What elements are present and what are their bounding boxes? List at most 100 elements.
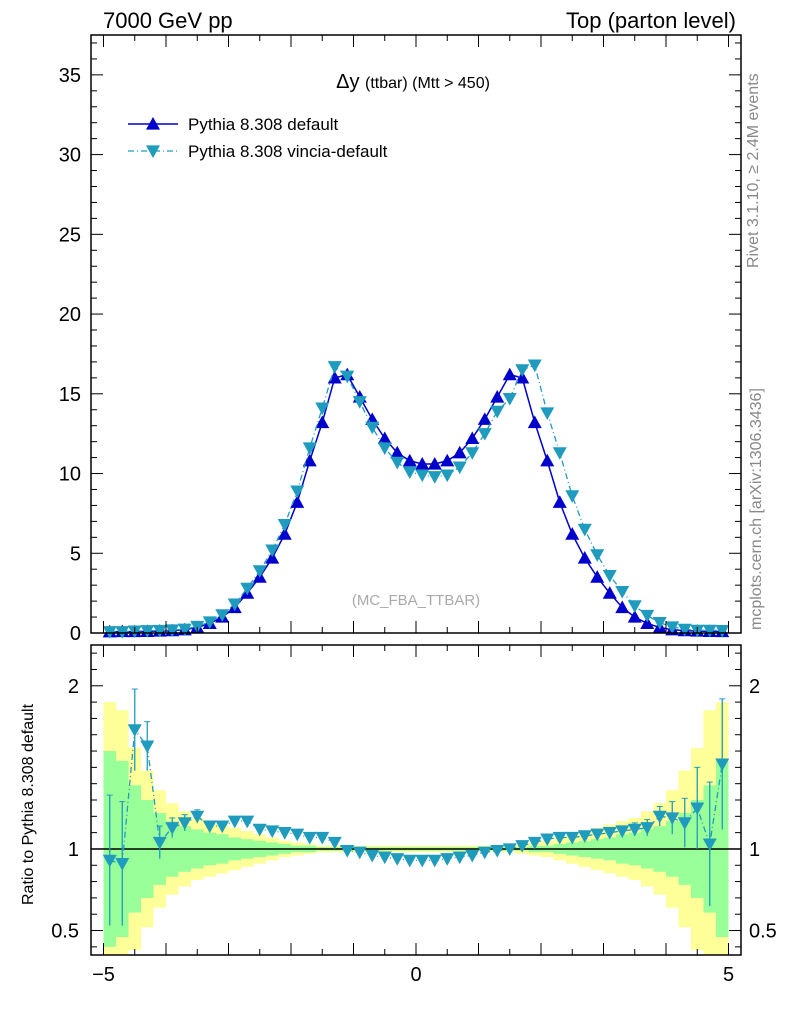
legend-marker-vincia xyxy=(146,145,160,158)
ratio-point-vincia xyxy=(652,810,667,824)
ratio-point-vincia xyxy=(577,830,592,843)
data-point-vincia xyxy=(252,565,267,578)
data-point-vincia xyxy=(402,466,417,479)
ratio-point-vincia xyxy=(627,823,642,837)
ratio-point-vincia xyxy=(590,828,605,842)
legend-marker-default xyxy=(146,117,160,130)
ratio-point-vincia xyxy=(702,838,717,852)
data-point-default xyxy=(265,551,280,564)
ratio-point-vincia xyxy=(690,802,705,816)
data-point-vincia xyxy=(477,428,492,441)
data-point-vincia xyxy=(540,407,555,420)
ratio-y-tick-label: 1 xyxy=(68,839,79,861)
data-point-vincia xyxy=(452,461,467,475)
ratio-point-vincia xyxy=(640,822,655,835)
data-point-vincia xyxy=(227,598,242,612)
ratio-point-vincia xyxy=(552,831,567,845)
ratio-point-vincia xyxy=(152,836,167,850)
ratio-point-vincia xyxy=(540,833,555,847)
data-point-default xyxy=(590,570,605,583)
data-point-vincia xyxy=(265,544,280,558)
data-point-vincia xyxy=(590,549,605,562)
data-point-vincia xyxy=(290,485,305,499)
data-point-vincia xyxy=(640,609,655,623)
data-point-default xyxy=(502,367,517,381)
data-point-vincia xyxy=(427,471,442,484)
ratio-point-vincia xyxy=(127,724,142,737)
data-point-vincia xyxy=(352,396,367,409)
data-point-vincia xyxy=(615,585,630,599)
legend-label-vincia: Pythia 8.308 vincia-default xyxy=(188,142,388,161)
ratio-point-vincia xyxy=(265,825,280,838)
data-point-vincia xyxy=(677,623,692,637)
data-point-vincia xyxy=(177,623,192,637)
ratio-point-vincia xyxy=(490,844,505,858)
header-collision-label: 7000 GeV pp xyxy=(103,8,233,33)
data-point-vincia xyxy=(502,392,517,406)
ratio-y-tick-label: 2 xyxy=(68,676,79,698)
data-point-vincia xyxy=(340,370,355,384)
ratio-y-tick-label-right: 2 xyxy=(749,676,760,698)
ratio-point-vincia xyxy=(390,853,405,866)
ratio-plot-frame xyxy=(90,644,742,956)
ratio-point-vincia xyxy=(602,827,617,840)
ratio-y-tick-label-right: 0.5 xyxy=(749,921,777,943)
data-point-default xyxy=(527,415,542,429)
data-point-vincia xyxy=(365,421,380,435)
ratio-x-tick-label: −5 xyxy=(92,964,115,986)
ratio-point-vincia xyxy=(665,812,680,825)
ratio-point-vincia xyxy=(177,817,192,830)
data-point-default xyxy=(377,431,392,445)
ratio-point-vincia xyxy=(427,854,442,868)
data-point-default xyxy=(277,527,292,540)
data-point-default xyxy=(465,431,480,445)
data-point-vincia xyxy=(140,625,155,638)
data-point-vincia xyxy=(490,405,505,419)
ratio-point-vincia xyxy=(140,740,155,754)
main-y-tick-label: 15 xyxy=(59,384,81,406)
ratio-point-vincia xyxy=(465,849,480,863)
ratio-point-vincia xyxy=(340,844,355,858)
ratio-point-vincia xyxy=(477,846,492,860)
ratio-point-vincia xyxy=(377,851,392,865)
ratio-point-vincia xyxy=(415,854,430,868)
data-point-vincia xyxy=(415,469,430,483)
ratio-point-vincia xyxy=(290,828,305,842)
data-point-default xyxy=(515,370,530,384)
analysis-watermark: (MC_FBA_TTBAR) xyxy=(352,592,480,609)
data-point-default xyxy=(615,600,630,614)
data-point-vincia xyxy=(665,621,680,634)
main-y-tick-label: 35 xyxy=(59,65,81,87)
data-point-vincia xyxy=(715,625,730,638)
data-point-default xyxy=(452,445,467,459)
ratio-point-vincia xyxy=(352,846,367,860)
ratio-point-vincia xyxy=(302,831,317,845)
ratio-y-tick-label-right: 1 xyxy=(749,839,760,861)
ratio-point-vincia xyxy=(202,820,217,834)
ratio-point-vincia xyxy=(502,843,517,856)
main-y-tick-label: 25 xyxy=(59,224,81,246)
ratio-point-vincia xyxy=(715,758,730,772)
ratio-point-vincia xyxy=(402,854,417,868)
data-point-default xyxy=(315,415,330,429)
data-point-vincia xyxy=(277,518,292,532)
data-point-vincia xyxy=(565,490,580,503)
legend-label-default: Pythia 8.308 default xyxy=(188,115,339,134)
data-point-vincia xyxy=(165,624,180,637)
ratio-point-vincia xyxy=(227,815,242,829)
main-y-tick-label: 10 xyxy=(59,464,81,486)
ratio-point-vincia xyxy=(452,851,467,865)
ratio-point-vincia xyxy=(190,810,205,824)
ratio-point-vincia xyxy=(102,854,117,868)
main-y-tick-label: 30 xyxy=(59,145,81,167)
main-plot-title: Δy (ttbar) (Mtt > 450) xyxy=(336,71,490,93)
main-y-tick-label: 5 xyxy=(70,543,81,565)
ratio-point-vincia xyxy=(115,858,130,871)
data-point-vincia xyxy=(327,361,342,374)
data-point-vincia xyxy=(552,447,567,460)
ratio-y-tick-label: 0.5 xyxy=(51,921,79,943)
data-point-vincia xyxy=(527,359,542,373)
ratio-point-vincia xyxy=(615,825,630,838)
data-point-vincia xyxy=(577,523,592,537)
data-point-default xyxy=(577,551,592,564)
